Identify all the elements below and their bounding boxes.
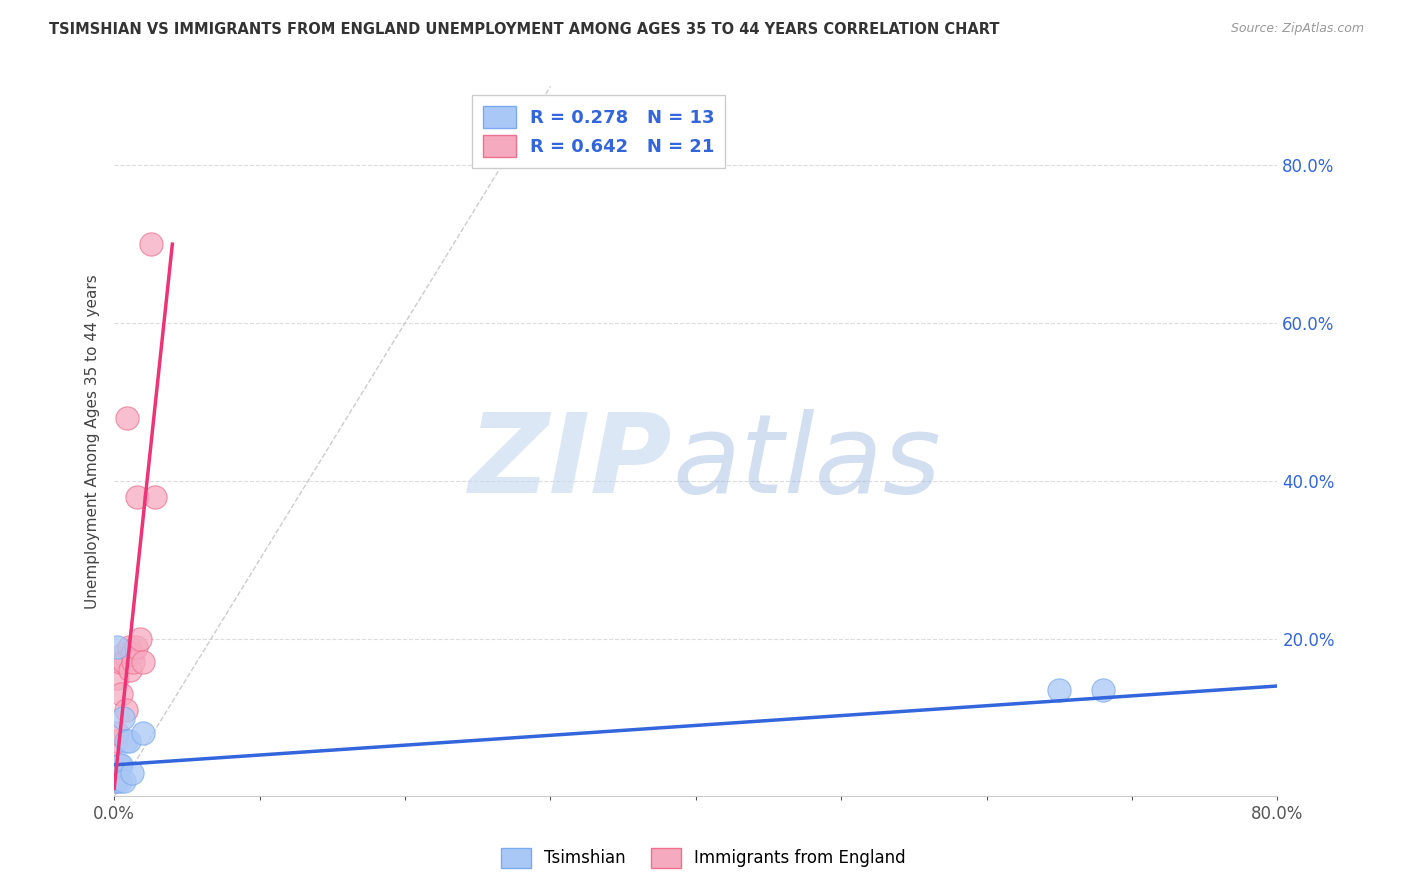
- Point: [104, 773, 127, 788]
- Point: [121, 765, 143, 780]
- Text: atlas: atlas: [672, 409, 941, 516]
- Text: TSIMSHIAN VS IMMIGRANTS FROM ENGLAND UNEMPLOYMENT AMONG AGES 35 TO 44 YEARS CORR: TSIMSHIAN VS IMMIGRANTS FROM ENGLAND UNE…: [49, 22, 1000, 37]
- Legend: Tsimshian, Immigrants from England: Tsimshian, Immigrants from England: [494, 841, 912, 875]
- Point: [118, 640, 141, 654]
- Point: [1091, 682, 1114, 697]
- Point: [104, 773, 127, 788]
- Text: Source: ZipAtlas.com: Source: ZipAtlas.com: [1230, 22, 1364, 36]
- Point: [125, 640, 148, 654]
- Legend: R = 0.278   N = 13, R = 0.642   N = 21: R = 0.278 N = 13, R = 0.642 N = 21: [472, 95, 725, 169]
- Point: [114, 703, 136, 717]
- Y-axis label: Unemployment Among Ages 35 to 44 years: Unemployment Among Ages 35 to 44 years: [86, 274, 100, 608]
- Point: [110, 758, 132, 772]
- Point: [118, 734, 141, 748]
- Point: [132, 656, 155, 670]
- Point: [1047, 682, 1070, 697]
- Point: [127, 490, 149, 504]
- Point: [132, 726, 155, 740]
- Point: [111, 710, 134, 724]
- Point: [105, 640, 128, 654]
- Point: [139, 237, 162, 252]
- Point: [105, 671, 128, 685]
- Point: [107, 758, 129, 772]
- Point: [111, 648, 134, 662]
- Point: [122, 656, 145, 670]
- Point: [107, 758, 129, 772]
- Text: ZIP: ZIP: [470, 409, 672, 516]
- Point: [110, 687, 132, 701]
- Point: [104, 734, 127, 748]
- Point: [117, 410, 139, 425]
- Point: [129, 632, 152, 646]
- Point: [112, 656, 135, 670]
- Point: [112, 773, 135, 788]
- Point: [114, 734, 136, 748]
- Point: [105, 726, 128, 740]
- Point: [120, 663, 142, 677]
- Point: [108, 773, 131, 788]
- Point: [108, 656, 131, 670]
- Point: [121, 648, 143, 662]
- Point: [143, 490, 166, 504]
